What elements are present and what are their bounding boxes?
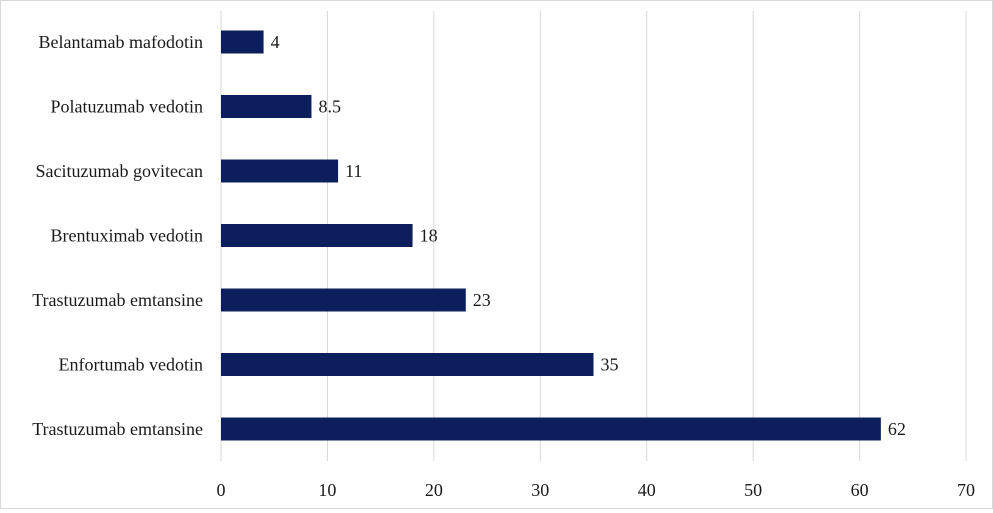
bar xyxy=(221,353,594,376)
category-label: Brentuximab vedotin xyxy=(51,226,203,246)
data-label: 62 xyxy=(888,419,906,439)
x-tick-label: 70 xyxy=(957,480,975,500)
bar xyxy=(221,95,312,118)
x-tick-label: 10 xyxy=(318,480,336,500)
data-label: 35 xyxy=(601,355,619,375)
bar xyxy=(221,288,466,312)
data-label: 23 xyxy=(473,290,491,310)
category-label: Belantamab mafodotin xyxy=(39,32,203,52)
data-label: 18 xyxy=(420,226,438,246)
bar xyxy=(221,159,339,183)
x-tick-label: 60 xyxy=(851,480,869,500)
x-tick-label: 20 xyxy=(425,480,443,500)
category-label: Enfortumab vedotin xyxy=(59,355,203,375)
x-tick-label: 0 xyxy=(217,480,226,500)
gridlines xyxy=(220,11,967,461)
bar xyxy=(221,417,881,441)
category-label: Sacituzumab govitecan xyxy=(36,161,203,181)
category-label: Trastuzumab emtansine xyxy=(32,419,203,439)
category-labels: Belantamab mafodotin Polatuzumab vedotin S… xyxy=(32,32,203,439)
data-label: 8.5 xyxy=(318,97,341,117)
category-label: Polatuzumab vedotin xyxy=(51,97,203,117)
data-label: 11 xyxy=(345,161,362,181)
category-label: Trastuzumab emtansine xyxy=(32,290,203,310)
bar xyxy=(221,30,264,54)
bar xyxy=(221,224,413,247)
data-label: 4 xyxy=(271,32,280,52)
data-labels: 4 8.5 11 18 23 35 62 xyxy=(271,32,906,439)
x-tick-label: 30 xyxy=(531,480,549,500)
bars xyxy=(221,30,881,441)
x-tick-label: 40 xyxy=(638,480,656,500)
x-axis-tick-labels: 0 10 20 30 40 50 60 70 xyxy=(217,480,976,500)
x-tick-label: 50 xyxy=(744,480,762,500)
